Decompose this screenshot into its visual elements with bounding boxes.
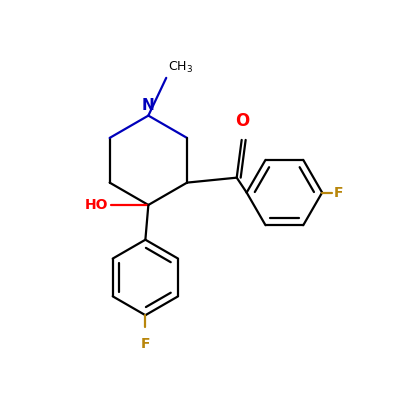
- Text: F: F: [141, 337, 150, 351]
- Text: HO: HO: [85, 198, 109, 212]
- Text: CH$_3$: CH$_3$: [168, 60, 193, 75]
- Text: O: O: [236, 112, 250, 130]
- Text: F: F: [334, 186, 344, 200]
- Text: N: N: [142, 98, 155, 113]
